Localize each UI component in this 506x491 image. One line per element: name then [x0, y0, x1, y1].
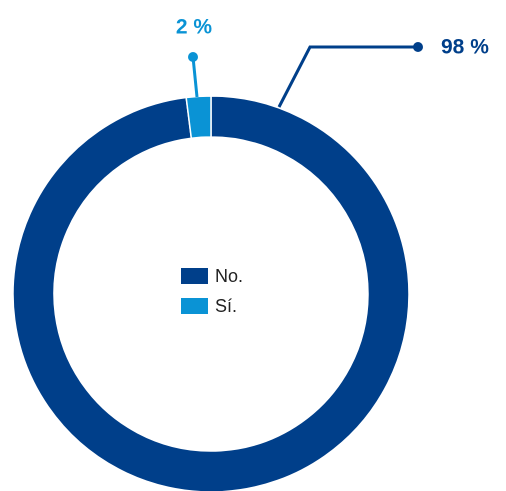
donut-slice	[185, 95, 212, 140]
legend: No. Sí.	[181, 266, 243, 316]
value-label: 98 %	[441, 36, 489, 59]
leader-line	[191, 56, 199, 98]
donut-slice	[12, 95, 410, 491]
value-label: 2 %	[176, 16, 213, 39]
leader-dot	[188, 52, 198, 62]
leader-dot	[413, 42, 423, 52]
legend-swatch	[181, 298, 208, 314]
slices	[12, 95, 410, 491]
legend-label: No.	[215, 266, 243, 286]
legend-label: Sí.	[215, 296, 237, 316]
leader-line	[277, 45, 418, 108]
legend-swatch	[181, 268, 208, 284]
